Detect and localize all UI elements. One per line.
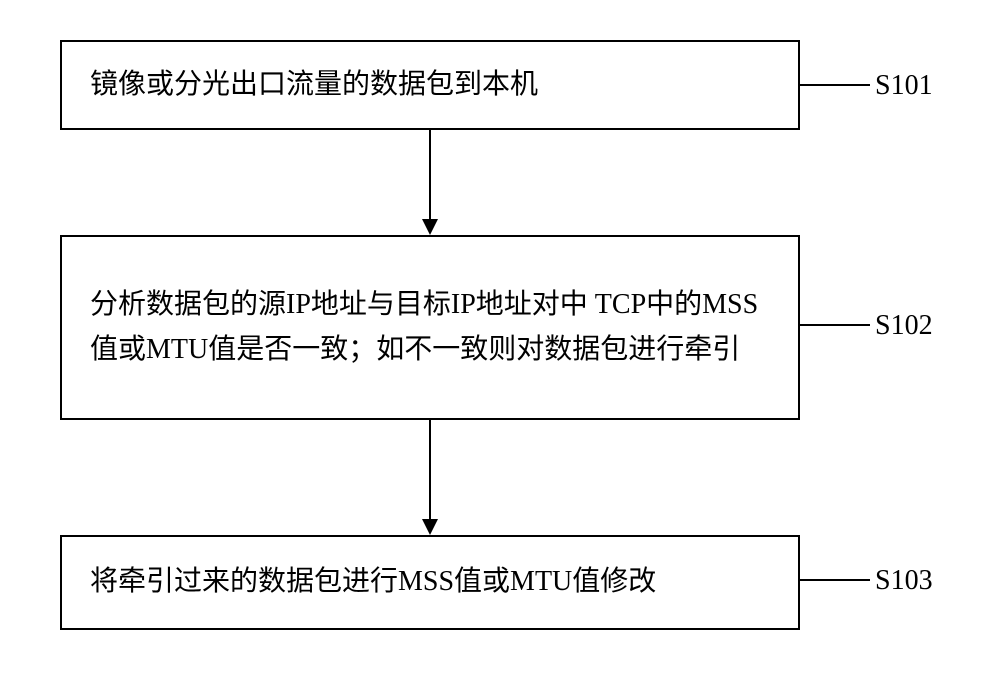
flow-node-1: 镜像或分光出口流量的数据包到本机 xyxy=(60,40,800,130)
flow-node-2-text: 分析数据包的源IP地址与目标IP地址对中 TCP中的MSS值或MTU值是否一致；… xyxy=(90,283,770,373)
step-label-1: S101 xyxy=(875,70,933,102)
arrow-2 xyxy=(415,420,445,535)
step-label-1-text: S101 xyxy=(875,70,933,101)
tick-3 xyxy=(800,579,870,581)
tick-1 xyxy=(800,84,870,86)
step-label-3: S103 xyxy=(875,565,933,597)
arrow-1 xyxy=(415,130,445,235)
step-label-2-text: S102 xyxy=(875,310,933,341)
flowchart-canvas: 镜像或分光出口流量的数据包到本机 分析数据包的源IP地址与目标IP地址对中 TC… xyxy=(0,0,1000,688)
flow-node-3: 将牵引过来的数据包进行MSS值或MTU值修改 xyxy=(60,535,800,630)
step-label-3-text: S103 xyxy=(875,565,933,596)
flow-node-3-text: 将牵引过来的数据包进行MSS值或MTU值修改 xyxy=(90,560,656,605)
flow-node-2: 分析数据包的源IP地址与目标IP地址对中 TCP中的MSS值或MTU值是否一致；… xyxy=(60,235,800,420)
step-label-2: S102 xyxy=(875,310,933,342)
flow-node-1-text: 镜像或分光出口流量的数据包到本机 xyxy=(90,63,538,108)
tick-2 xyxy=(800,324,870,326)
